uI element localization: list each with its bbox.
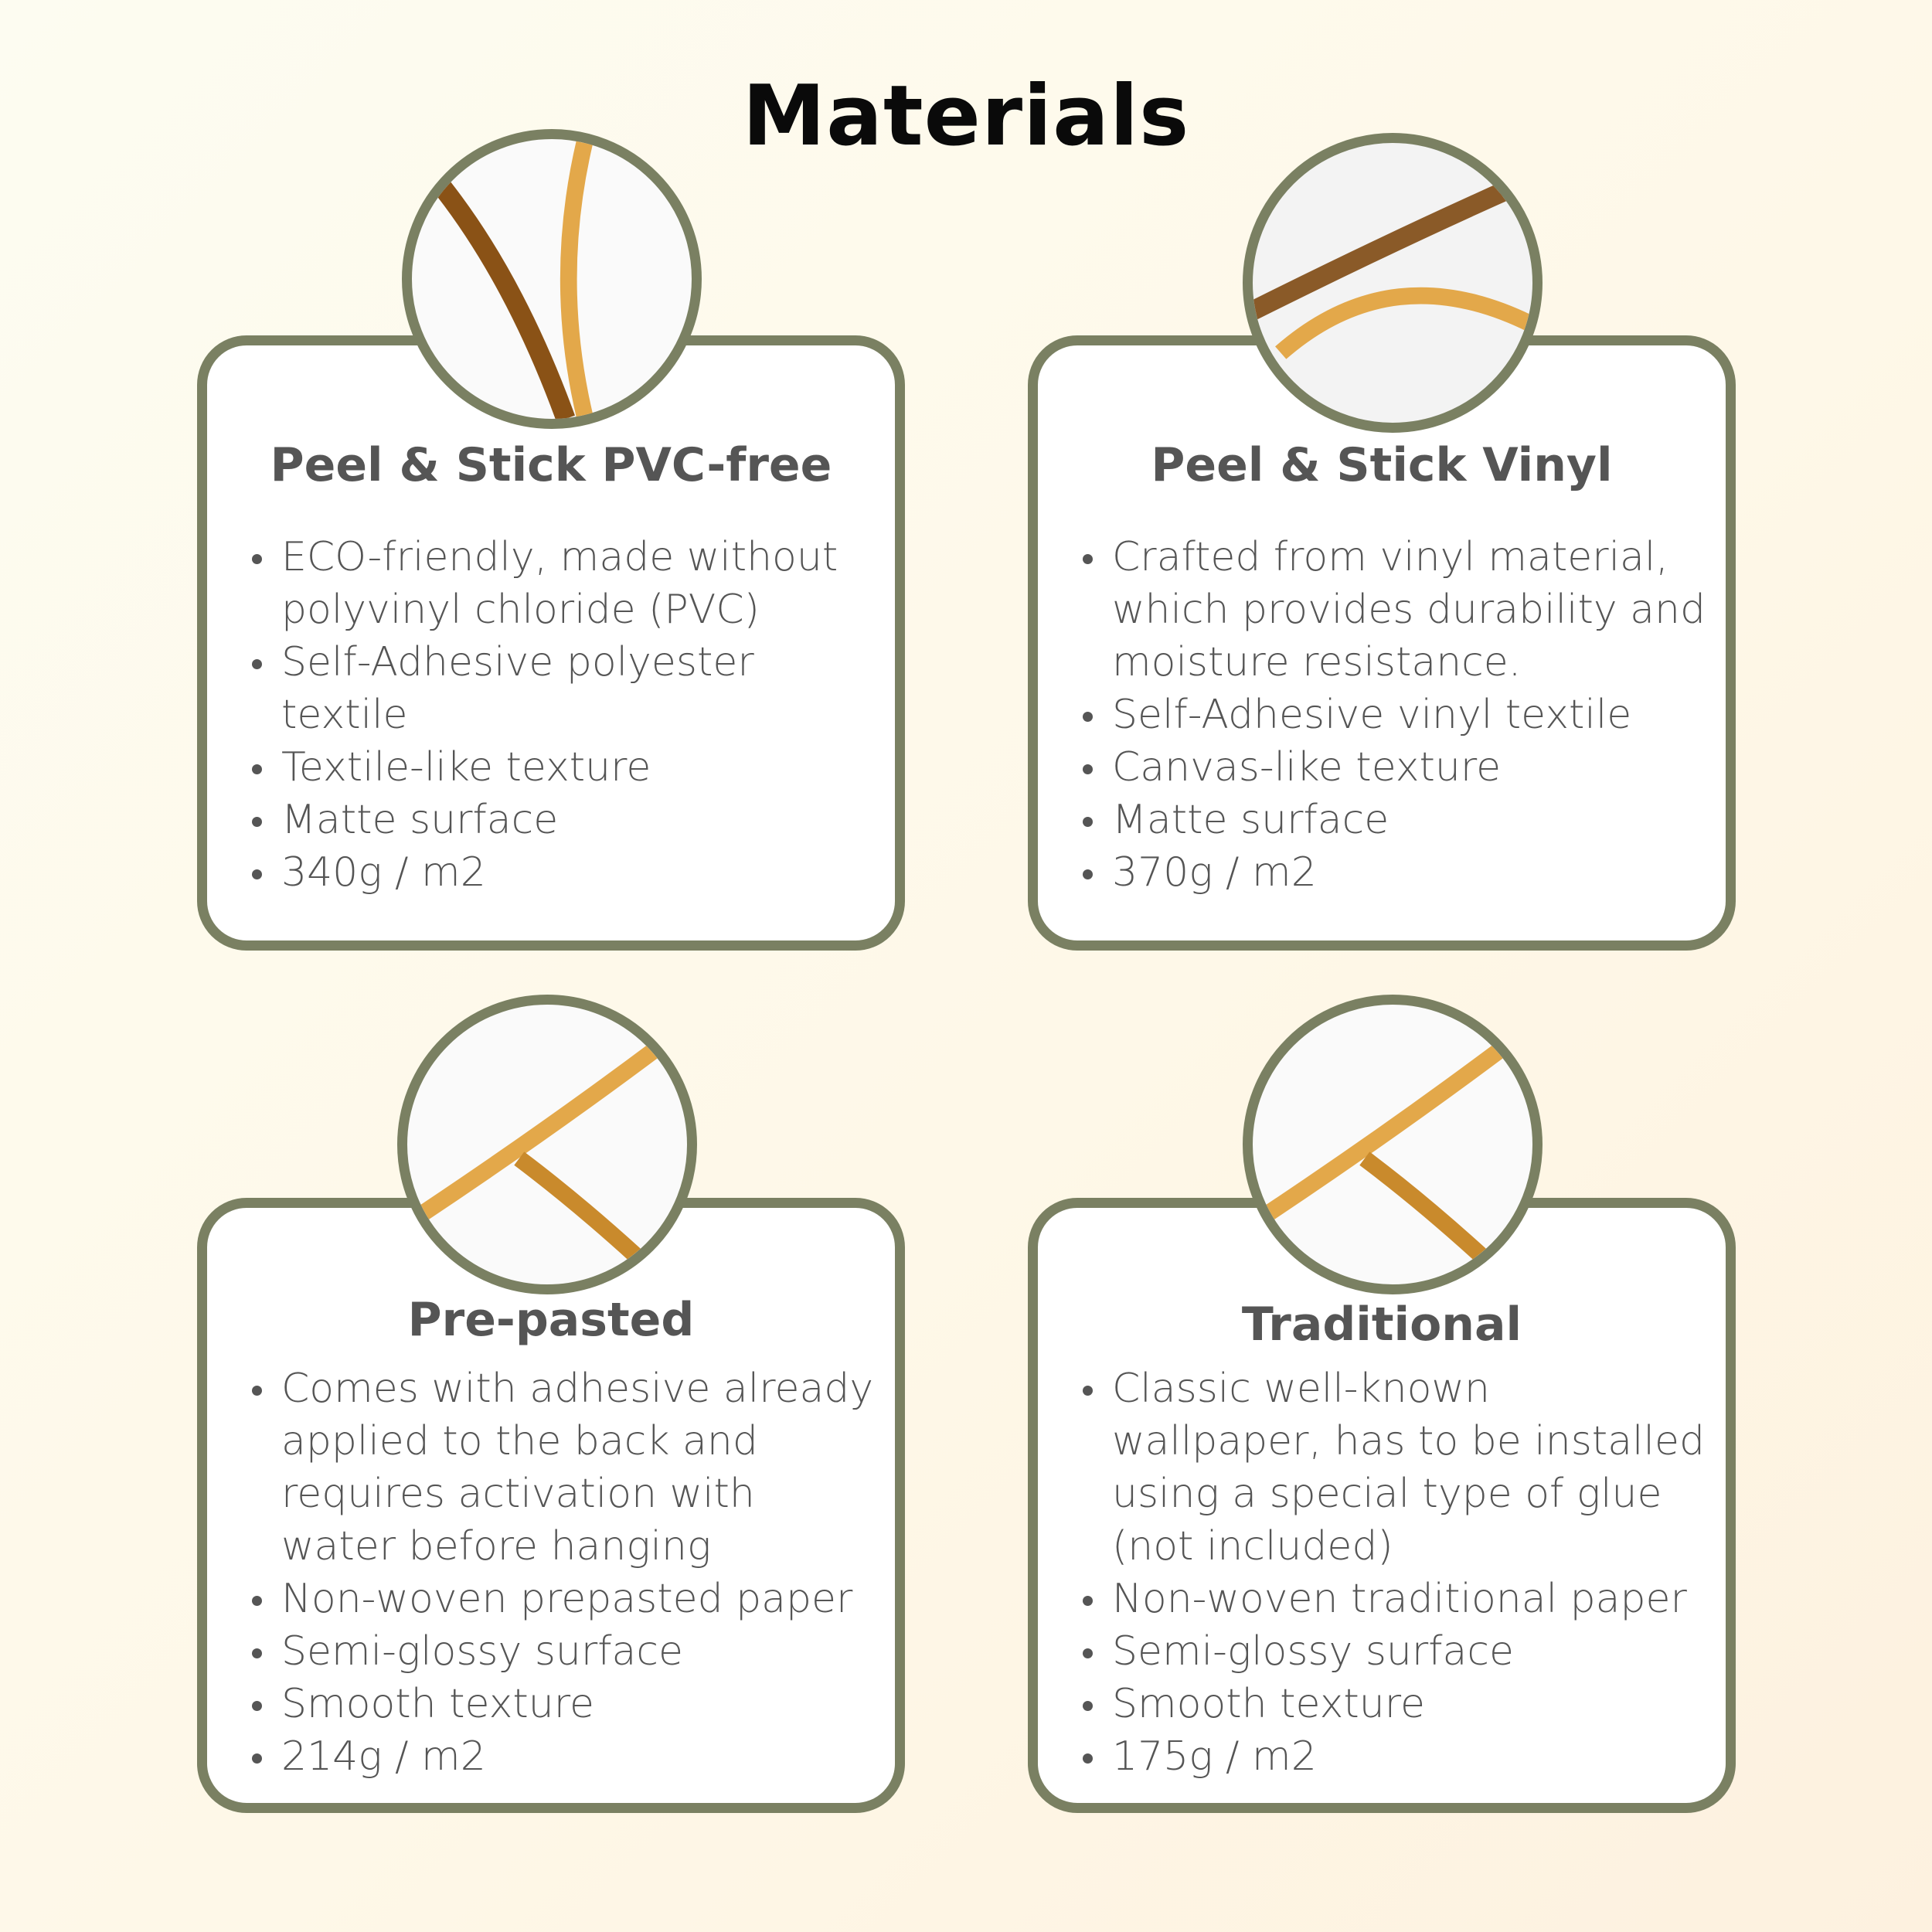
material-card-pre-pasted: Pre-pasted Comes with adhesive already a…: [197, 1198, 905, 1813]
list-item: 214g / m2: [252, 1730, 879, 1783]
list-item: 175g / m2: [1083, 1730, 1710, 1783]
material-card-pvc-free: Peel & Stick PVC-free ECO-friendly, made…: [197, 335, 905, 951]
list-item: ECO-friendly, made without polyvinyl chl…: [252, 531, 879, 636]
list-item: 370g / m2: [1083, 846, 1710, 899]
card-heading: Peel & Stick Vinyl: [1151, 438, 1613, 492]
material-card-vinyl: Peel & Stick Vinyl Crafted from vinyl ma…: [1028, 335, 1736, 951]
material-swatch-image: [402, 129, 702, 429]
list-item: Semi-glossy surface: [252, 1625, 879, 1678]
list-item: 340g / m2: [252, 846, 879, 899]
list-item: Matte surface: [1083, 794, 1710, 846]
list-item: Self-Adhesive vinyl textile: [1083, 689, 1710, 741]
list-item: Comes with adhesive already applied to t…: [252, 1362, 879, 1573]
material-swatch-image: [1243, 133, 1543, 433]
card-heading: Pre-pasted: [407, 1293, 695, 1347]
feature-list: ECO-friendly, made without polyvinyl chl…: [246, 531, 879, 899]
list-item: Canvas-like texture: [1083, 741, 1710, 794]
list-item: Self-Adhesive polyester textile: [252, 636, 879, 741]
card-heading: Traditional: [1241, 1298, 1522, 1352]
list-item: Smooth texture: [1083, 1678, 1710, 1730]
list-item: Crafted from vinyl material, which provi…: [1083, 531, 1710, 689]
list-item: Matte surface: [252, 794, 879, 846]
material-swatch-image: [397, 995, 697, 1294]
feature-list: Crafted from vinyl material, which provi…: [1077, 531, 1710, 899]
list-item: Semi-glossy surface: [1083, 1625, 1710, 1678]
list-item: Non-woven prepasted paper: [252, 1573, 879, 1625]
card-heading: Peel & Stick PVC-free: [270, 438, 832, 492]
list-item: Smooth texture: [252, 1678, 879, 1730]
page-title: Materials: [742, 68, 1190, 165]
list-item: Non-woven traditional paper: [1083, 1573, 1710, 1625]
material-swatch-image: [1243, 995, 1543, 1294]
feature-list: Comes with adhesive already applied to t…: [246, 1362, 879, 1783]
material-card-traditional: Traditional Classic well-known wallpaper…: [1028, 1198, 1736, 1813]
list-item: Classic well-known wallpaper, has to be …: [1083, 1362, 1710, 1573]
feature-list: Classic well-known wallpaper, has to be …: [1077, 1362, 1710, 1783]
list-item: Textile-like texture: [252, 741, 879, 794]
